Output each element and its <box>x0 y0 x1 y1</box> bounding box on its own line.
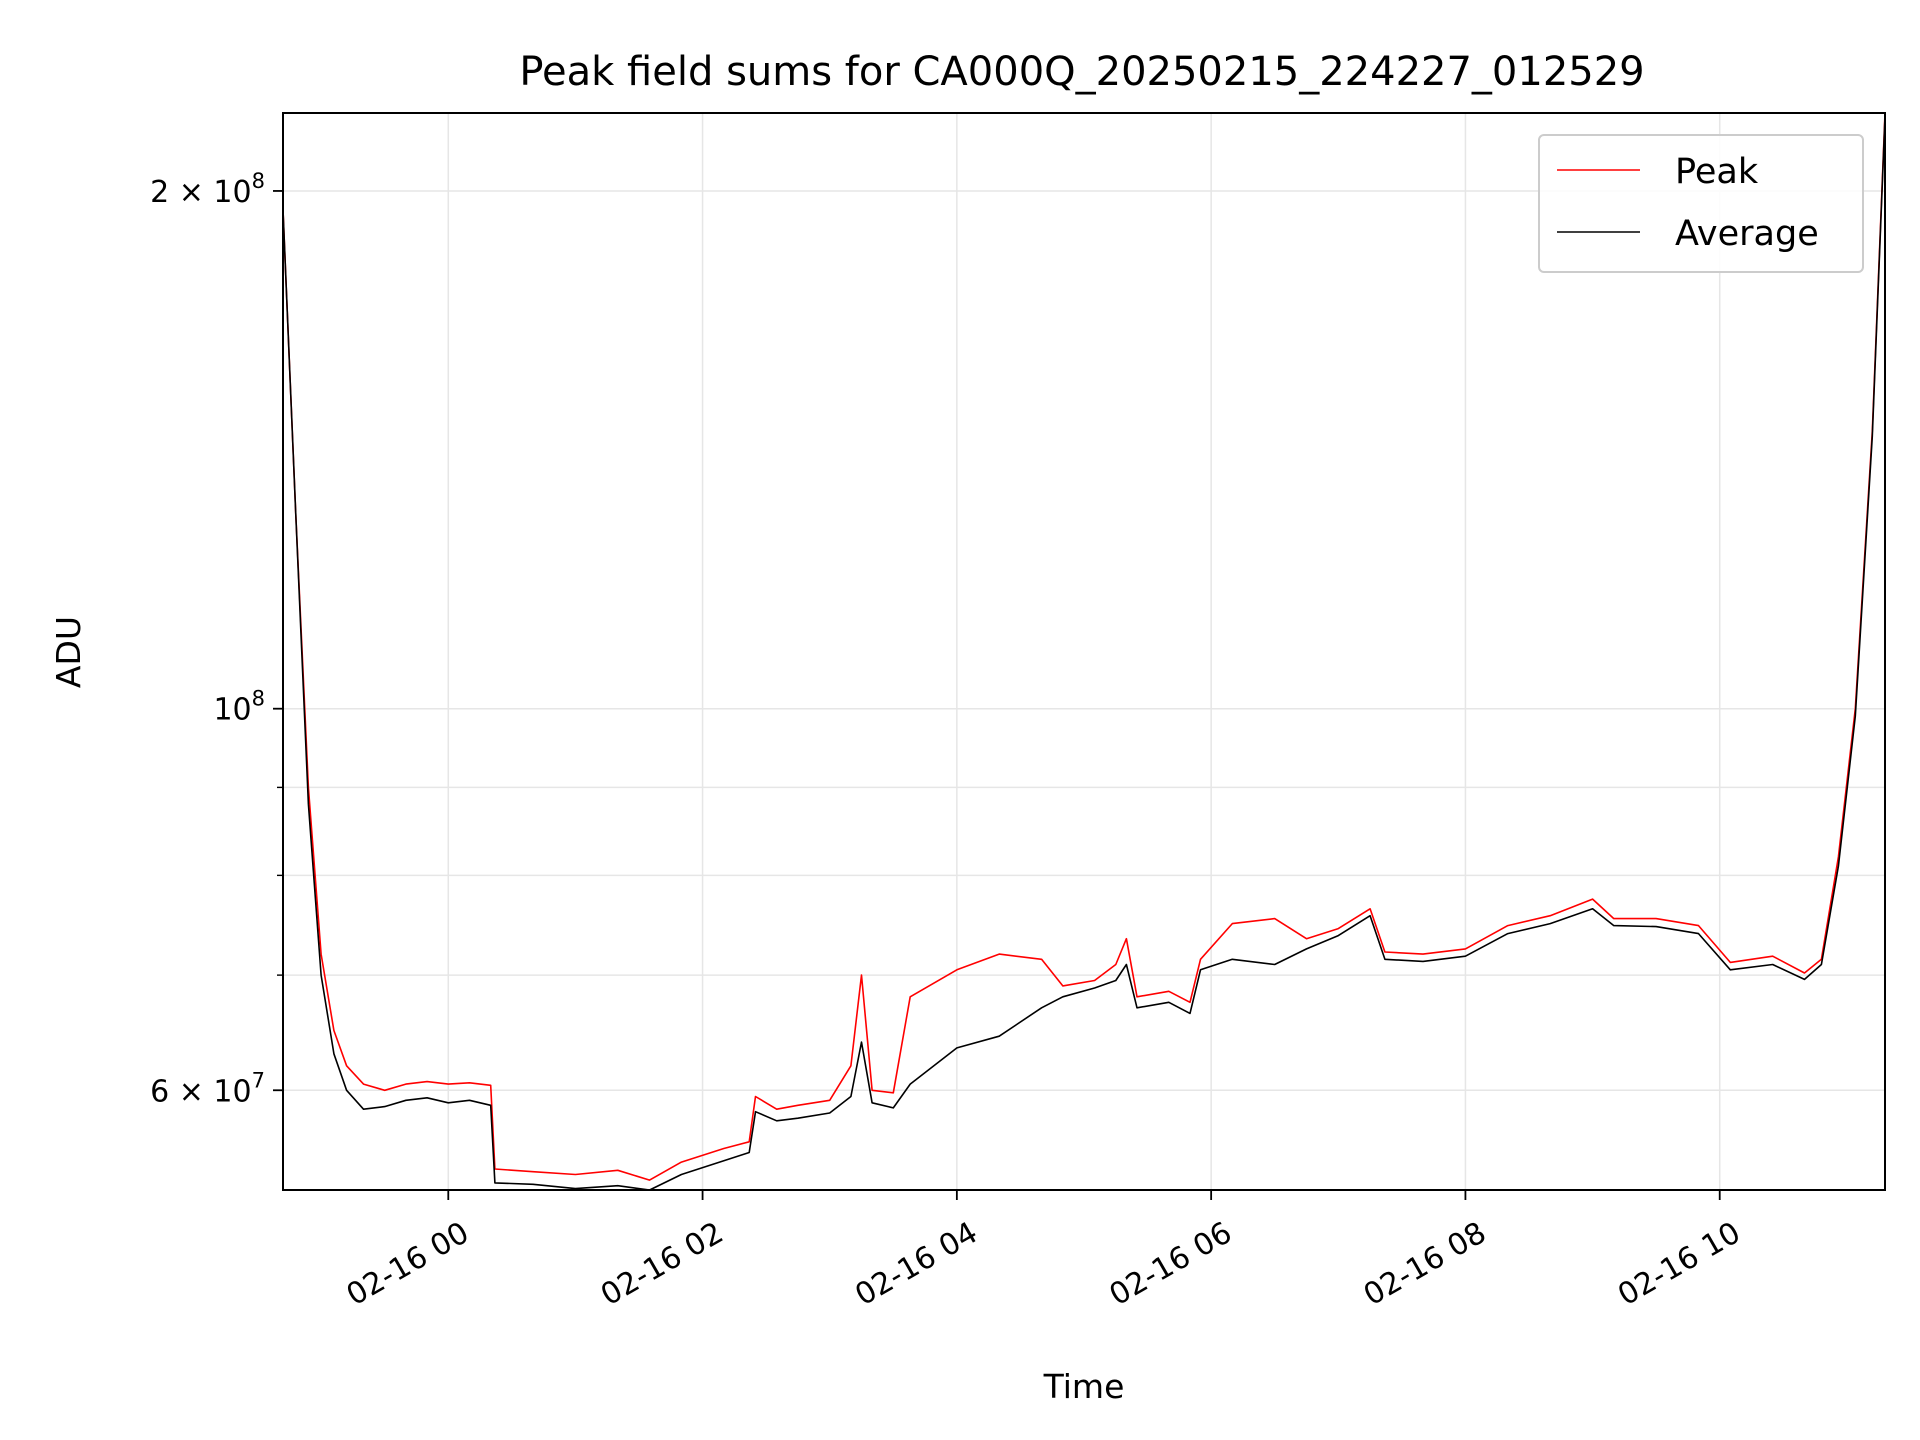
series-line-peak <box>282 112 1886 1181</box>
series-line-average <box>282 116 1886 1191</box>
grid <box>283 113 1885 1190</box>
y-tick-label: 2 × 108 <box>150 169 265 210</box>
series-layer <box>282 112 1886 1191</box>
legend-label-peak: Peak <box>1675 152 1759 192</box>
y-axis-title: ADU <box>49 616 88 688</box>
chart-title: Peak field sums for CA000Q_20250215_2242… <box>519 49 1644 95</box>
plot-frame <box>282 112 1886 1191</box>
x-axis-title: Time <box>1043 1367 1125 1406</box>
legend-label-average: Average <box>1675 214 1819 254</box>
y-tick-label: 6 × 107 <box>150 1068 265 1109</box>
legend: Peak Average <box>1538 134 1864 273</box>
